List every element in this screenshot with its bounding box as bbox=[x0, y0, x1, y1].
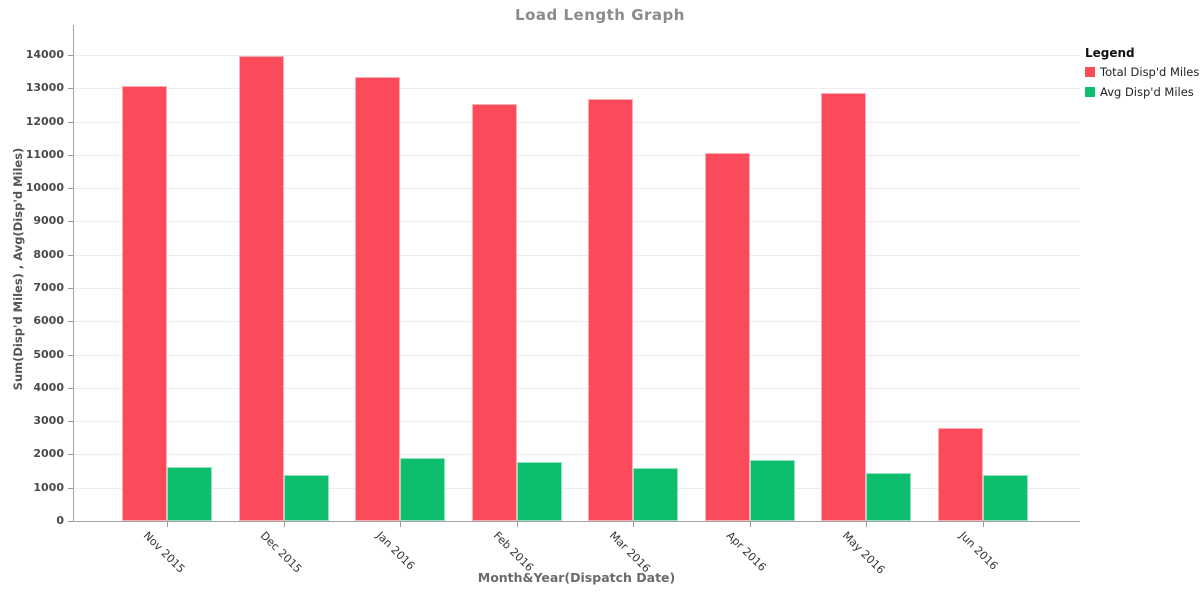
y-axis-tick bbox=[68, 421, 73, 423]
y-axis-line bbox=[73, 25, 74, 522]
y-axis-tick-label: 5000 bbox=[33, 347, 64, 361]
y-axis-tick-label: 6000 bbox=[33, 314, 64, 328]
y-axis-tick bbox=[68, 288, 73, 289]
y-axis-tick-label: 11000 bbox=[25, 147, 64, 161]
legend-item-avg-dispd-miles[interactable]: Avg Disp'd Miles bbox=[1085, 85, 1200, 99]
legend-item-label: Avg Disp'd Miles bbox=[1100, 85, 1194, 99]
bar-total-dec-2015[interactable] bbox=[238, 55, 284, 521]
gridline bbox=[73, 288, 1080, 289]
x-axis-tick bbox=[982, 522, 984, 527]
bar-total-apr-2016[interactable] bbox=[704, 152, 750, 521]
bar-avg-mar-2016[interactable] bbox=[633, 468, 679, 521]
x-axis-tick-label: Jan 2016 bbox=[373, 529, 418, 573]
x-axis-tick-label: Dec 2015 bbox=[257, 529, 304, 576]
x-axis-tick bbox=[749, 522, 751, 527]
legend-item-label: Total Disp'd Miles bbox=[1100, 65, 1200, 79]
y-axis-tick bbox=[68, 154, 73, 156]
y-axis-tick-label: 12000 bbox=[25, 114, 64, 128]
x-axis-tick bbox=[167, 522, 168, 527]
legend-swatch-red-icon bbox=[1085, 67, 1095, 77]
gridline bbox=[73, 254, 1080, 256]
y-axis-tick-label: 4000 bbox=[33, 380, 64, 394]
gridline bbox=[73, 188, 1080, 190]
chart-title: Load Length Graph bbox=[515, 6, 685, 24]
bar-avg-dec-2015[interactable] bbox=[283, 474, 329, 521]
y-axis-tick-label: 13000 bbox=[25, 81, 64, 95]
x-axis-tick-label: Nov 2015 bbox=[140, 529, 188, 576]
x-axis-tick-label: Feb 2016 bbox=[490, 529, 536, 575]
gridline bbox=[73, 487, 1080, 489]
bar-total-mar-2016[interactable] bbox=[588, 98, 634, 521]
y-axis-tick bbox=[68, 188, 73, 190]
gridline bbox=[73, 221, 1080, 223]
gridline bbox=[73, 454, 1080, 456]
bar-total-feb-2016[interactable] bbox=[471, 103, 517, 521]
bar-total-nov-2015[interactable] bbox=[122, 86, 167, 521]
y-axis-tick bbox=[68, 55, 73, 56]
x-axis-title: Month&Year(Dispatch Date) bbox=[477, 570, 676, 585]
bar-avg-jan-2016[interactable] bbox=[400, 458, 446, 521]
y-axis-tick bbox=[68, 521, 73, 522]
x-axis-tick bbox=[516, 522, 518, 527]
y-axis-tick bbox=[68, 354, 73, 356]
x-axis-tick bbox=[400, 522, 402, 527]
gridline bbox=[73, 121, 1080, 123]
y-axis-tick-label: 14000 bbox=[25, 48, 64, 61]
y-axis-tick bbox=[68, 487, 73, 489]
bar-avg-jun-2016[interactable] bbox=[982, 474, 1028, 521]
gridline bbox=[73, 88, 1080, 90]
gridline bbox=[73, 387, 1080, 389]
y-axis-tick bbox=[68, 221, 73, 223]
gridline bbox=[73, 154, 1080, 156]
legend-item-total-dispd-miles[interactable]: Total Disp'd Miles bbox=[1085, 65, 1200, 79]
gridline bbox=[73, 55, 1080, 56]
y-axis-tick-label: 9000 bbox=[33, 214, 64, 228]
x-axis-tick-label: Jun 2016 bbox=[956, 529, 1001, 573]
y-axis-tick bbox=[68, 121, 73, 123]
y-axis-tick bbox=[68, 454, 73, 456]
y-axis-tick-label: 3000 bbox=[33, 414, 64, 428]
legend-title: Legend bbox=[1085, 46, 1135, 60]
x-axis-line bbox=[73, 521, 1080, 522]
gridline bbox=[73, 421, 1080, 423]
y-axis-tick-label: 10000 bbox=[25, 181, 64, 195]
y-axis-tick-label: 1000 bbox=[33, 480, 64, 494]
y-axis-tick bbox=[68, 254, 73, 256]
y-axis-tick-label: 2000 bbox=[33, 447, 64, 461]
bar-total-jan-2016[interactable] bbox=[355, 77, 401, 521]
bar-avg-nov-2015[interactable] bbox=[167, 467, 212, 521]
gridline bbox=[73, 354, 1080, 356]
x-axis-tick-label: Mar 2016 bbox=[607, 529, 654, 576]
bar-avg-may-2016[interactable] bbox=[866, 473, 912, 521]
legend-swatch-green-icon bbox=[1085, 87, 1095, 97]
y-axis-tick-label: 0 bbox=[56, 514, 64, 527]
x-axis-tick bbox=[283, 522, 285, 527]
y-axis-tick bbox=[68, 88, 73, 90]
gridline bbox=[73, 321, 1080, 323]
bar-avg-apr-2016[interactable] bbox=[749, 459, 795, 521]
x-axis-tick bbox=[866, 522, 868, 527]
legend: Legend Total Disp'd Miles Avg Disp'd Mil… bbox=[1085, 46, 1200, 105]
bar-total-may-2016[interactable] bbox=[821, 92, 867, 521]
y-axis-tick-label: 7000 bbox=[33, 281, 64, 294]
x-axis-tick-label: Apr 2016 bbox=[723, 529, 769, 574]
y-axis-tick bbox=[68, 387, 73, 389]
y-axis-tick bbox=[68, 321, 73, 323]
y-axis-tick-label: 8000 bbox=[33, 247, 64, 261]
bar-total-jun-2016[interactable] bbox=[937, 428, 983, 521]
x-axis-tick bbox=[633, 522, 635, 527]
bar-avg-feb-2016[interactable] bbox=[516, 461, 562, 521]
